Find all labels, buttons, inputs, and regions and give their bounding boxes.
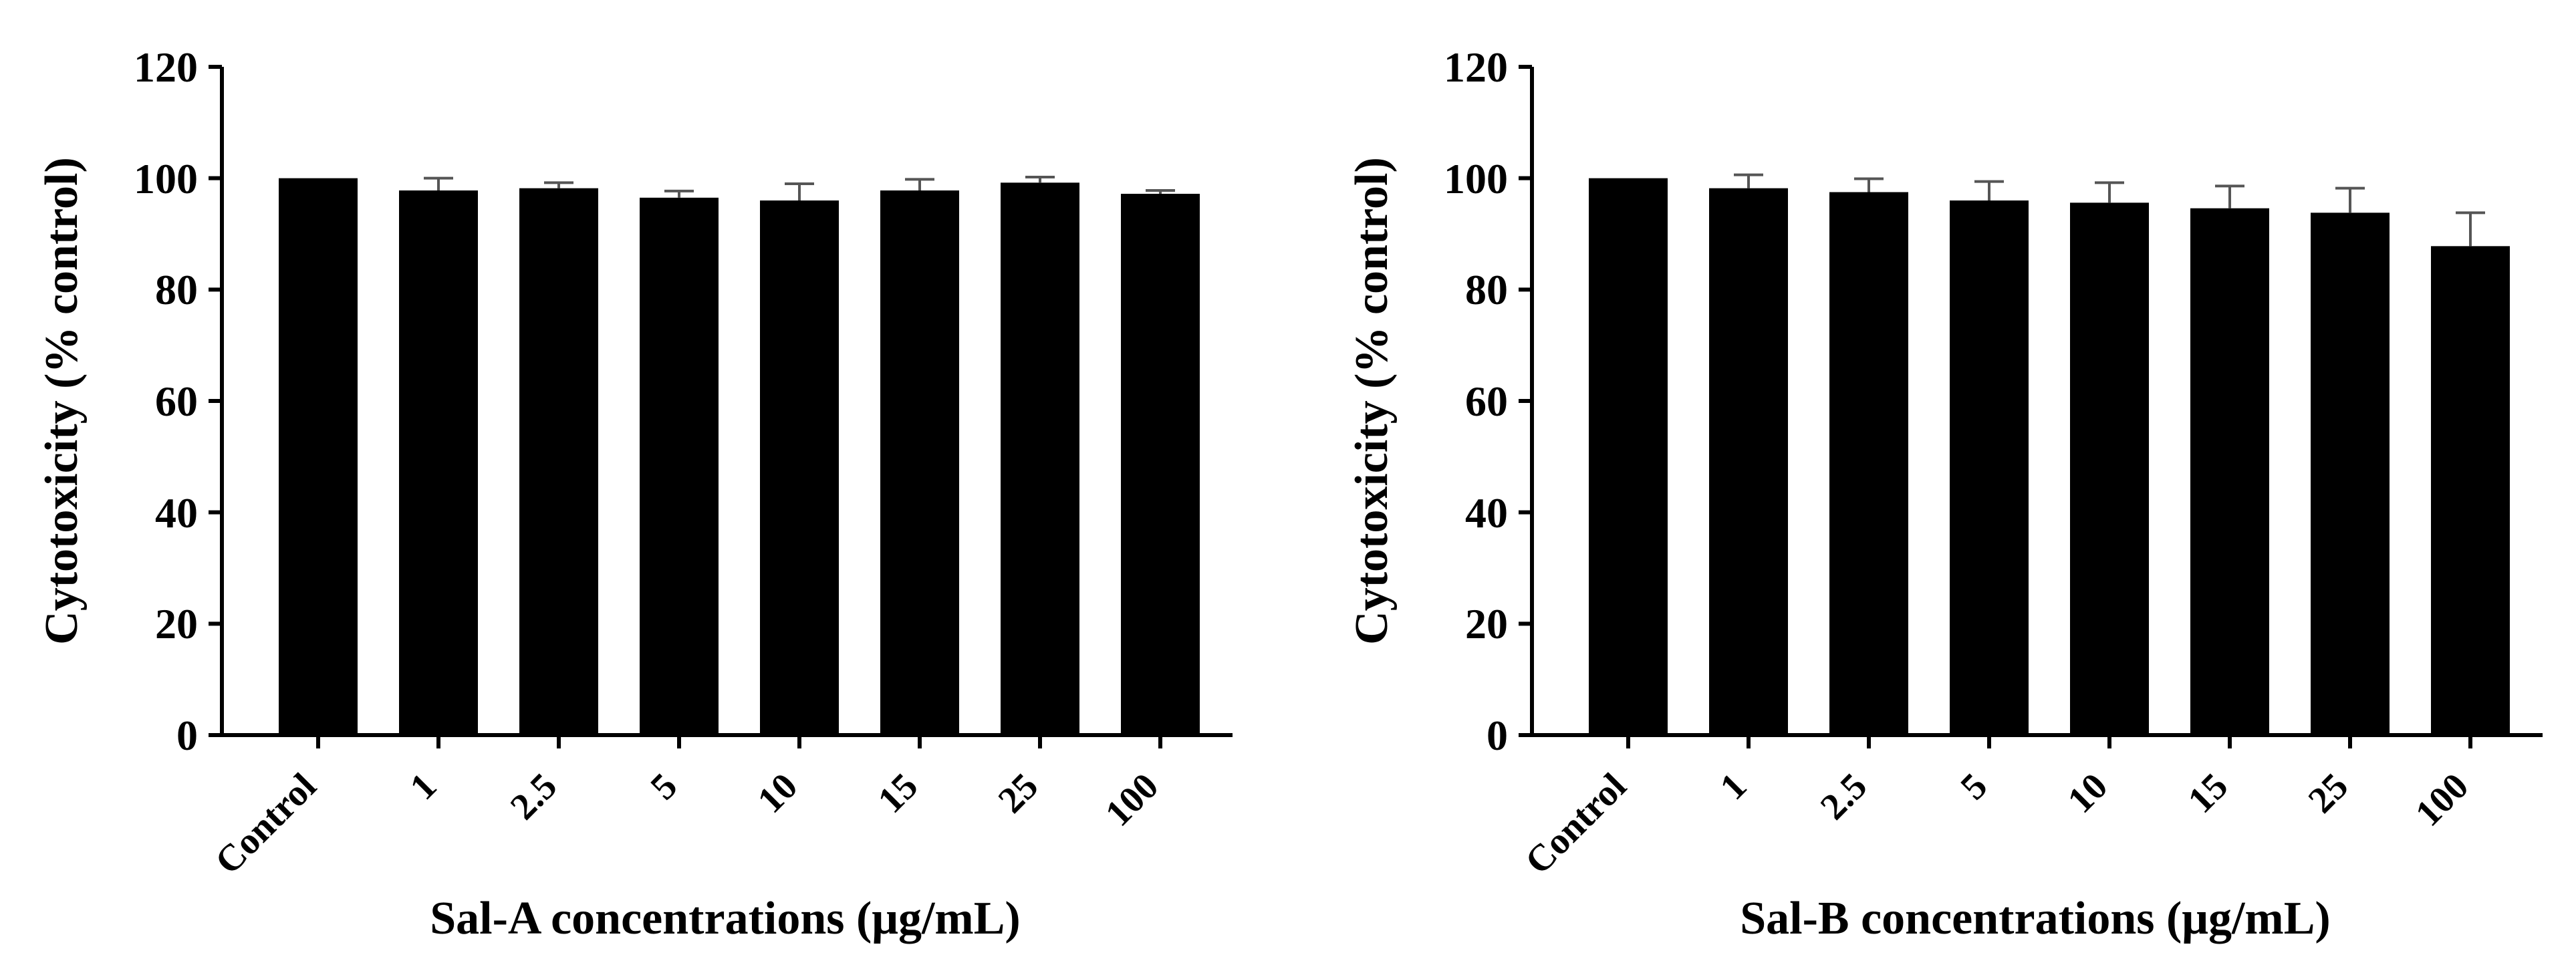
x-axis-title: Sal-A concentrations (μg/mL) <box>430 893 1021 944</box>
y-tick-label: 120 <box>134 43 198 91</box>
bar <box>1709 188 1788 736</box>
chart-panel-sal-a: 0 20 40 60 80 100 120 Control 1 2.5 5 10… <box>36 43 1233 944</box>
x-category-label: 2.5 <box>1813 765 1875 827</box>
bar <box>1950 200 2029 735</box>
x-category-label: 5 <box>1953 765 1996 808</box>
y-tick-label: 100 <box>134 155 198 202</box>
y-tick-label: 40 <box>1465 489 1508 537</box>
chart-panel-sal-b: 0 20 40 60 80 100 120 Control 1 2.5 5 10… <box>1346 43 2543 944</box>
x-category-label: 15 <box>870 765 926 821</box>
bar <box>760 200 839 735</box>
y-axis-title: Cytotoxicity (% control) <box>1346 157 1398 645</box>
x-category-label: Control <box>207 765 324 882</box>
y-tick-label: 0 <box>176 712 198 759</box>
y-tick-label: 80 <box>1465 266 1508 313</box>
y-tick-label: 100 <box>1444 155 1508 202</box>
x-category-label: 25 <box>991 765 1046 821</box>
y-tick-label: 20 <box>1465 600 1508 648</box>
y-axis-title: Cytotoxicity (% control) <box>36 157 88 645</box>
bar <box>2070 202 2149 735</box>
bar <box>880 190 959 735</box>
y-tick-label: 60 <box>155 378 198 425</box>
bar <box>519 188 598 736</box>
bar <box>2431 246 2510 735</box>
bar <box>2311 213 2390 735</box>
x-category-label: 1 <box>1712 765 1755 808</box>
y-tick-label: 80 <box>155 266 198 313</box>
bar <box>1589 178 1668 736</box>
bar <box>1121 194 1200 735</box>
y-tick-label: 0 <box>1487 712 1508 759</box>
x-category-label: 10 <box>2060 765 2115 821</box>
x-category-label: 1 <box>402 765 445 808</box>
bar <box>399 190 478 735</box>
x-category-label: 10 <box>750 765 805 821</box>
x-category-label: Control <box>1517 765 1634 882</box>
x-category-label: 25 <box>2301 765 2356 821</box>
x-category-label: 100 <box>1098 765 1166 834</box>
x-category-label: 100 <box>2408 765 2476 834</box>
bar <box>1001 182 1079 735</box>
x-category-label: 15 <box>2180 765 2236 821</box>
y-tick-label: 120 <box>1444 43 1508 91</box>
x-category-label: 2.5 <box>503 765 565 827</box>
x-category-label: 5 <box>643 765 686 808</box>
bar <box>1829 192 1908 735</box>
y-tick-label: 40 <box>155 489 198 537</box>
bar <box>640 197 719 735</box>
y-tick-label: 20 <box>155 600 198 648</box>
bar <box>279 178 358 736</box>
x-axis-title: Sal-B concentrations (μg/mL) <box>1740 893 2331 944</box>
y-tick-label: 60 <box>1465 378 1508 425</box>
bar <box>2190 208 2269 736</box>
